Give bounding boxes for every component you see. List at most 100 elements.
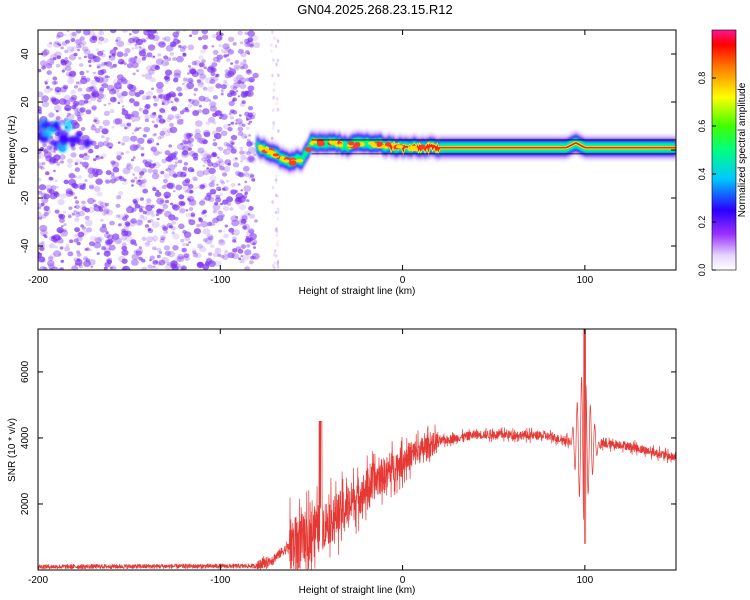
noise-speckle: [237, 183, 241, 186]
noise-speckle: [210, 76, 215, 80]
noise-speckle: [59, 218, 65, 224]
noise-speckle: [81, 40, 87, 46]
noise-speckle: [48, 243, 55, 249]
noise-speckle: [63, 94, 71, 101]
noise-speckle: [79, 70, 85, 76]
noise-speckle: [98, 30, 105, 36]
noise-speckle: [165, 167, 171, 172]
noise-speckle: [104, 261, 111, 268]
noise-speckle: [240, 218, 247, 224]
chart-title: GN04.2025.268.23.15.R12: [297, 2, 452, 17]
noise-speckle: [146, 30, 151, 33]
noise-speckle: [164, 131, 171, 137]
noise-speckle: [103, 110, 110, 117]
noise-speckle: [42, 49, 50, 56]
noise-speckle: [198, 95, 206, 102]
noise-speckle: [218, 188, 221, 191]
noise-speckle: [232, 239, 237, 243]
noise-speckle: [164, 150, 171, 156]
noise-speckle: [274, 228, 277, 233]
noise-speckle: [54, 179, 58, 182]
noise-speckle: [241, 90, 245, 94]
noise-speckle: [171, 231, 176, 235]
noise-speckle: [201, 30, 208, 35]
noise-speckle: [216, 183, 219, 186]
noise-speckle: [114, 176, 120, 181]
spectrogram-y-tick-label: -40: [20, 238, 31, 253]
noise-speckle: [199, 184, 206, 190]
noise-speckle: [86, 70, 89, 73]
noise-speckle: [88, 185, 95, 190]
blob-mark: [49, 139, 57, 147]
noise-speckle: [161, 98, 167, 104]
noise-speckle: [67, 78, 75, 84]
noise-speckle: [228, 100, 235, 107]
noise-speckle: [63, 179, 69, 185]
noise-speckle: [47, 188, 53, 193]
noise-speckle: [188, 184, 194, 189]
noise-speckle: [170, 101, 174, 104]
noise-speckle: [141, 74, 145, 77]
noise-speckle: [152, 169, 158, 174]
noise-speckle: [151, 120, 155, 124]
noise-speckle: [231, 219, 240, 227]
noise-speckle: [230, 148, 237, 154]
noise-speckle: [166, 99, 172, 104]
noise-speckle: [161, 158, 167, 164]
noise-speckle: [220, 114, 228, 120]
noise-speckle: [222, 149, 227, 154]
noise-speckle: [223, 141, 229, 147]
noise-speckle: [272, 108, 275, 113]
noise-speckle: [153, 150, 160, 156]
noise-speckle: [273, 253, 276, 257]
noise-speckle: [90, 86, 94, 90]
noise-speckle: [164, 250, 171, 256]
noise-speckle: [68, 190, 74, 195]
noise-speckle: [74, 234, 78, 238]
noise-speckle: [188, 133, 194, 137]
noise-speckle: [244, 90, 252, 97]
noise-speckle: [131, 119, 136, 123]
noise-speckle: [162, 37, 166, 41]
noise-speckle: [219, 165, 225, 171]
noise-speckle: [182, 77, 188, 82]
noise-speckle: [99, 87, 105, 92]
noise-speckle: [51, 98, 60, 105]
noise-speckle: [147, 228, 154, 234]
noise-speckle: [205, 257, 212, 263]
noise-speckle: [190, 190, 194, 194]
noise-speckle: [138, 107, 143, 112]
noise-speckle: [172, 31, 180, 38]
noise-speckle: [52, 76, 58, 81]
noise-speckle: [76, 110, 84, 117]
noise-speckle: [153, 124, 158, 128]
noise-speckle: [156, 81, 164, 89]
noise-speckle: [183, 231, 192, 238]
noise-speckle: [219, 179, 224, 184]
noise-speckle: [90, 125, 97, 131]
spectrogram-x-tick-label: -200: [28, 275, 48, 286]
noise-speckle: [275, 226, 278, 231]
noise-speckle: [142, 134, 147, 138]
noise-speckle: [134, 92, 141, 98]
noise-speckle: [239, 83, 247, 90]
noise-speckle: [249, 260, 254, 265]
noise-speckle: [56, 31, 64, 38]
noise-speckle: [212, 76, 219, 82]
noise-speckle: [152, 133, 156, 137]
noise-speckle: [204, 237, 213, 245]
noise-speckle: [227, 127, 233, 132]
ridge-hotspot: [338, 143, 344, 148]
noise-speckle: [140, 153, 145, 157]
noise-speckle: [81, 75, 86, 80]
noise-speckle: [173, 69, 182, 76]
noise-speckle: [58, 253, 62, 257]
noise-speckle: [253, 246, 256, 249]
noise-speckle: [229, 145, 233, 148]
noise-speckle: [122, 265, 131, 270]
noise-speckle: [120, 78, 128, 85]
noise-speckle: [67, 163, 73, 168]
noise-speckle: [38, 190, 43, 195]
noise-speckle: [42, 198, 49, 204]
ridge-hotspot: [358, 141, 365, 147]
